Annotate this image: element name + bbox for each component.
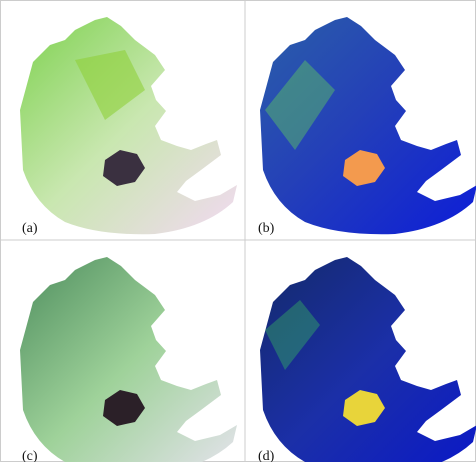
panel-label: (b) xyxy=(258,221,275,236)
figure: (a) (b) (c) (d) xyxy=(0,0,476,462)
panel-label: (c) xyxy=(22,449,38,462)
panel-label: (a) xyxy=(22,221,38,236)
panel-label: (d) xyxy=(258,449,275,462)
